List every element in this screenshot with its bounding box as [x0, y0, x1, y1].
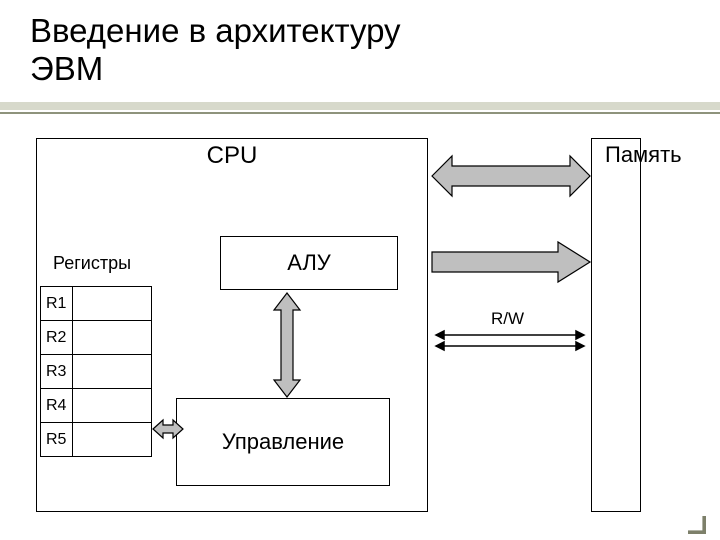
register-label: R5 — [41, 423, 73, 456]
register-label: R2 — [41, 321, 73, 354]
alu-label: АЛУ — [287, 250, 331, 276]
memory-box — [591, 138, 641, 512]
memory-label: Память — [605, 142, 682, 168]
rw-arrows-icon — [436, 331, 584, 350]
register-label: R4 — [41, 389, 73, 422]
data-arrow-label: Данные — [462, 164, 534, 187]
registers-header: Регистры — [53, 253, 131, 274]
title-line-2: ЭВМ — [30, 50, 103, 87]
slide-title: Введение в архитектуру ЭВМ — [30, 12, 401, 88]
table-row: R3 — [41, 355, 151, 389]
table-row: R5 — [41, 423, 151, 457]
register-label: R1 — [41, 287, 73, 320]
title-line-1: Введение в архитектуру — [30, 12, 401, 49]
rw-arrow-label: R/W — [491, 309, 524, 329]
registers-table: R1 R2 R3 R4 R5 — [40, 286, 152, 457]
table-row: R2 — [41, 321, 151, 355]
address-arrow-label: Адрес — [470, 250, 527, 273]
control-box: Управление — [176, 398, 390, 486]
table-row: R1 — [41, 287, 151, 321]
register-label: R3 — [41, 355, 73, 388]
control-label: Управление — [222, 429, 344, 455]
corner-accent-icon — [688, 516, 706, 534]
alu-box: АЛУ — [220, 236, 398, 290]
title-underline — [0, 102, 720, 114]
table-row: R4 — [41, 389, 151, 423]
cpu-heading: CPU — [36, 142, 428, 170]
